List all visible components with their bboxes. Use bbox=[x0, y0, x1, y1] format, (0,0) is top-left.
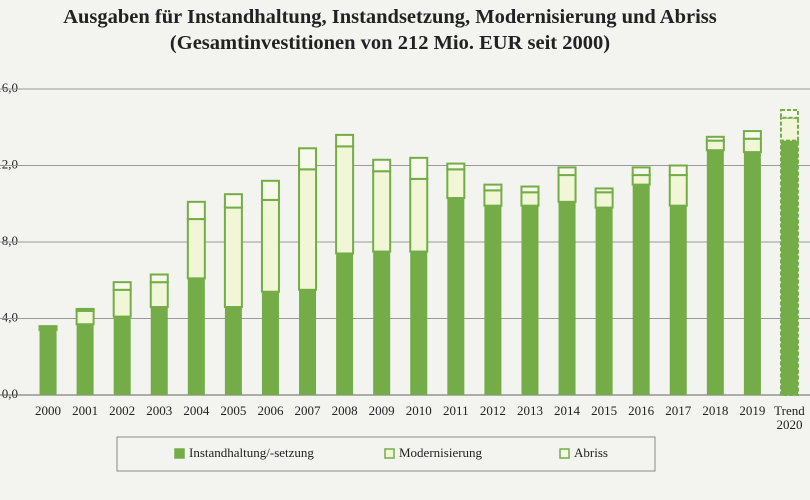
x-tick-label: 2017 bbox=[665, 403, 692, 418]
x-tick-label: 2019 bbox=[739, 403, 766, 418]
bar-segment bbox=[75, 307, 95, 312]
bar-segment bbox=[149, 273, 169, 284]
bar-segment bbox=[447, 198, 465, 395]
bar-segment bbox=[521, 205, 539, 395]
bar-segment bbox=[336, 253, 354, 395]
bar-segment bbox=[112, 281, 132, 291]
bar-segment bbox=[223, 206, 243, 309]
x-tick-label: 2005 bbox=[220, 403, 247, 418]
bar-segment bbox=[410, 251, 428, 395]
bar-segment bbox=[594, 191, 614, 209]
y-tick-label: 16,0 bbox=[0, 80, 18, 95]
x-tick-label: 2002 bbox=[109, 403, 136, 418]
bar-segment bbox=[742, 137, 762, 154]
bar-segment bbox=[224, 307, 242, 395]
bar-segment bbox=[261, 291, 279, 395]
bar-segment bbox=[705, 139, 725, 152]
legend-marker bbox=[174, 448, 185, 459]
bar-segment bbox=[557, 174, 577, 203]
bar-segment bbox=[187, 278, 205, 395]
y-tick-label: 8,0 bbox=[2, 233, 18, 248]
bar-segment bbox=[113, 316, 131, 395]
y-tick-label: 4,0 bbox=[2, 309, 18, 324]
bar-segment bbox=[706, 150, 724, 395]
x-tick-label: 2003 bbox=[146, 403, 173, 418]
bar-segment bbox=[186, 218, 206, 280]
legend-label: Modernisierung bbox=[399, 445, 483, 460]
x-tick-label: 2009 bbox=[368, 403, 395, 418]
bar-segment bbox=[150, 307, 168, 395]
bar-segment bbox=[520, 185, 540, 194]
bar-segment bbox=[483, 189, 503, 207]
bar-segment bbox=[484, 205, 502, 395]
bar-segment bbox=[595, 207, 613, 395]
bar-segment bbox=[372, 170, 392, 253]
y-tick-label: 0,0 bbox=[2, 386, 18, 401]
bar-segment bbox=[779, 109, 799, 119]
bar-segment bbox=[112, 288, 132, 318]
x-tick-label: 2000 bbox=[35, 403, 62, 418]
legend-box bbox=[116, 436, 656, 472]
bar-segment bbox=[39, 329, 57, 395]
bar-segment bbox=[409, 156, 429, 180]
bar-segment bbox=[779, 116, 799, 142]
x-tick-label: 2010 bbox=[405, 403, 432, 418]
bar-segment bbox=[298, 147, 318, 171]
bar-segment bbox=[483, 183, 503, 192]
legend-marker bbox=[384, 448, 395, 459]
x-tick-label: 2015 bbox=[591, 403, 618, 418]
bar-segment bbox=[743, 152, 761, 395]
x-tick-label: 2008 bbox=[331, 403, 358, 418]
legend-marker bbox=[559, 448, 570, 459]
bar-segment bbox=[38, 325, 58, 330]
x-tick-label: 2001 bbox=[72, 403, 99, 418]
bar-segment bbox=[298, 168, 318, 291]
bar-segment bbox=[631, 174, 651, 186]
x-tick-label: 2018 bbox=[702, 403, 729, 418]
bar-segment bbox=[335, 145, 355, 255]
bar-segment bbox=[632, 184, 650, 395]
bar-segment bbox=[669, 205, 687, 395]
x-tick-label: 2013 bbox=[516, 403, 543, 418]
legend-label: Instandhaltung/-setzung bbox=[189, 445, 314, 460]
bar-segment bbox=[594, 187, 614, 194]
bar-segment bbox=[372, 158, 392, 173]
x-tick-label: 2012 bbox=[479, 403, 506, 418]
x-tick-label: 2014 bbox=[554, 403, 581, 418]
bar-segment bbox=[373, 251, 391, 395]
bar-segment bbox=[223, 193, 243, 209]
y-tick-label: 12,0 bbox=[0, 156, 18, 171]
bar-segment bbox=[779, 139, 799, 396]
bar-segment bbox=[742, 130, 762, 140]
bar-segment bbox=[668, 164, 688, 177]
bar-segment bbox=[335, 133, 355, 148]
bar-segment bbox=[299, 289, 317, 395]
x-tick-label: 2004 bbox=[183, 403, 210, 418]
bar-segment bbox=[446, 168, 466, 200]
bar-segment bbox=[446, 162, 466, 171]
x-tick-label: 2006 bbox=[257, 403, 284, 418]
legend-label: Abriss bbox=[574, 445, 608, 460]
bar-segment bbox=[705, 135, 725, 142]
bar-segment bbox=[668, 174, 688, 207]
bar-segment bbox=[557, 166, 577, 177]
x-tick-label: 2011 bbox=[443, 403, 469, 418]
bar-segment bbox=[75, 309, 95, 326]
bar-segment bbox=[409, 177, 429, 253]
bar-segment bbox=[558, 201, 576, 395]
bar-segment bbox=[520, 191, 540, 207]
chart-title: Ausgaben für Instandhaltung, Instandsetz… bbox=[63, 6, 717, 54]
x-tick-label: Trend 2020 bbox=[774, 403, 805, 432]
bar-segment bbox=[149, 281, 169, 309]
x-tick-label: 2016 bbox=[628, 403, 655, 418]
bar-segment bbox=[76, 324, 94, 395]
bar-segment bbox=[260, 198, 280, 293]
x-tick-label: 2007 bbox=[294, 403, 321, 418]
bar-segment bbox=[186, 200, 206, 221]
bar-segment bbox=[260, 179, 280, 201]
bar-segment bbox=[631, 166, 651, 177]
